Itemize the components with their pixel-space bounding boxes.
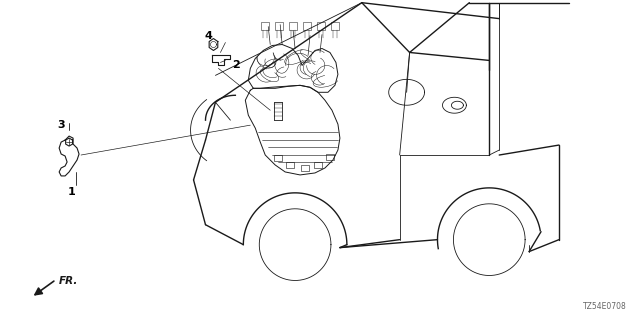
Bar: [274, 155, 282, 161]
Bar: [301, 165, 309, 171]
Bar: [331, 22, 339, 29]
Bar: [275, 22, 283, 29]
Bar: [261, 22, 269, 29]
Text: 2: 2: [232, 60, 240, 70]
Text: 1: 1: [67, 187, 75, 197]
FancyArrowPatch shape: [35, 281, 54, 295]
Text: TZ54E0708: TZ54E0708: [583, 302, 627, 311]
Bar: [317, 22, 325, 29]
Bar: [286, 162, 294, 168]
Bar: [289, 22, 297, 29]
Text: 3: 3: [58, 120, 65, 130]
Bar: [314, 162, 322, 168]
Text: FR.: FR.: [59, 276, 79, 286]
Text: 4: 4: [205, 30, 212, 41]
Bar: [326, 154, 334, 160]
Bar: [303, 22, 311, 29]
